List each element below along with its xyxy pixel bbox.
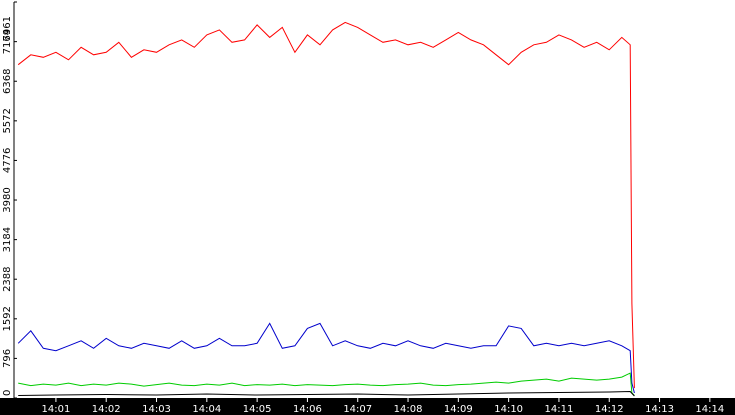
y-tick-label: 3184 bbox=[2, 227, 13, 252]
y-tick-label: 4776 bbox=[2, 148, 13, 173]
y-tick-label: 7961 bbox=[2, 16, 13, 41]
x-tick-label: 14:08 bbox=[394, 404, 423, 415]
y-tick-label: 1592 bbox=[2, 306, 13, 331]
series-line-4 bbox=[18, 390, 635, 397]
y-tick-label: 3980 bbox=[2, 187, 13, 212]
y-tick-label: 6368 bbox=[2, 69, 13, 94]
x-tick-label: 14:11 bbox=[545, 404, 574, 415]
x-tick-label: 14:01 bbox=[42, 404, 71, 415]
x-tick-label: 14:12 bbox=[595, 404, 624, 415]
x-tick-label: 14:14 bbox=[695, 404, 724, 415]
x-tick-label: 14:02 bbox=[92, 404, 121, 415]
x-tick-label: 14:04 bbox=[192, 404, 221, 415]
y-tick-label: 7164 bbox=[2, 29, 13, 54]
series-line-3 bbox=[18, 372, 635, 396]
x-tick-label: 14:09 bbox=[444, 404, 473, 415]
x-tick-label: 14:05 bbox=[243, 404, 272, 415]
series-line-1 bbox=[17, 21, 635, 389]
y-tick-label: 796 bbox=[2, 349, 13, 368]
x-tick-label: 14:10 bbox=[494, 404, 523, 415]
x-tick-label: 14:03 bbox=[142, 404, 171, 415]
x-axis-band bbox=[0, 398, 735, 415]
y-tick-label: 5572 bbox=[2, 108, 13, 133]
x-tick-label: 14:13 bbox=[645, 404, 674, 415]
y-tick-label: 0 bbox=[2, 390, 13, 396]
series-line-2 bbox=[17, 322, 635, 394]
x-tick-label: 14:07 bbox=[343, 404, 372, 415]
y-tick-label: 2388 bbox=[2, 266, 13, 291]
x-tick-label: 14:06 bbox=[293, 404, 322, 415]
